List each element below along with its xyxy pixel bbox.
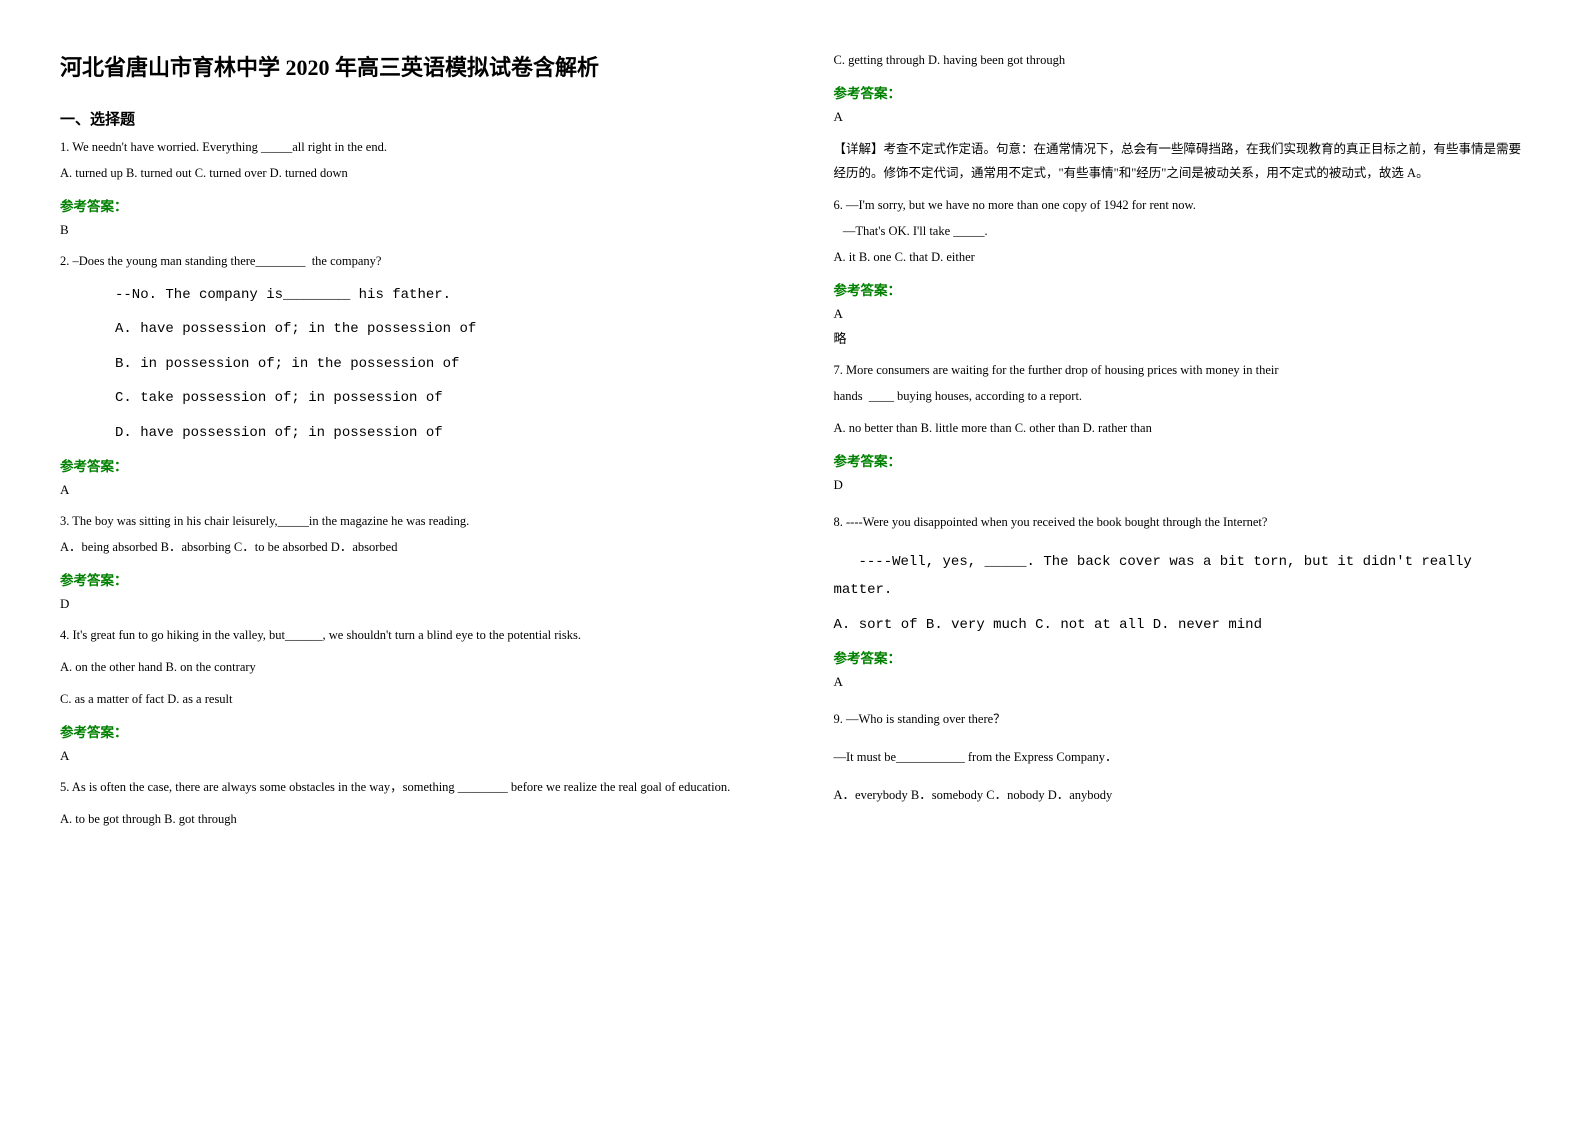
q8-line2: ----Well, yes, _____. The back cover was… xyxy=(859,550,1528,575)
q5-answer-label: 参考答案： xyxy=(834,82,1528,102)
q2-answer: A xyxy=(60,479,754,501)
q7-answer: D xyxy=(834,474,1528,496)
q9-line2: —It must be___________ from the Express … xyxy=(834,747,1528,769)
q4-optAB: A. on the other hand B. on the contrary xyxy=(60,657,754,679)
q6-answer: A xyxy=(834,303,1528,325)
q2-optB: B. in possession of; in the possession o… xyxy=(115,352,754,377)
left-column: 河北省唐山市育林中学 2020 年高三英语模拟试卷含解析 一、选择题 1. We… xyxy=(60,50,754,1072)
section-1-heading: 一、选择题 xyxy=(60,108,754,129)
q7-options: A. no better than B. little more than C.… xyxy=(834,418,1528,440)
q5-answer: A xyxy=(834,106,1528,128)
q6-line2: —That's OK. I'll take _____. xyxy=(834,221,1528,243)
q7-line2: hands ____ buying houses, according to a… xyxy=(834,386,1528,408)
q4-text: 4. It's great fun to go hiking in the va… xyxy=(60,625,754,647)
q5-optCD: C. getting through D. having been got th… xyxy=(834,50,1528,72)
q6-answer-label: 参考答案： xyxy=(834,279,1528,299)
q5-optAB: A. to be got through B. got through xyxy=(60,809,754,831)
q9-options: A．everybody B．somebody C．nobody D．anybod… xyxy=(834,785,1528,807)
q2-optA: A. have possession of; in the possession… xyxy=(115,317,754,342)
q8-line3: matter. xyxy=(834,578,1528,603)
q9-line1: 9. —Who is standing over there？ xyxy=(834,709,1528,731)
q6-line1: 6. —I'm sorry, but we have no more than … xyxy=(834,195,1528,217)
q4-answer-label: 参考答案： xyxy=(60,721,754,741)
q3-answer: D xyxy=(60,593,754,615)
q2-optD: D. have possession of; in possession of xyxy=(115,421,754,446)
q7-line1: 7. More consumers are waiting for the fu… xyxy=(834,360,1528,382)
q1-text: 1. We needn't have worried. Everything _… xyxy=(60,137,754,159)
q4-answer: A xyxy=(60,745,754,767)
q8-line1: 8. ----Were you disappointed when you re… xyxy=(834,512,1528,534)
q6-note: 略 xyxy=(834,328,1528,350)
q8-answer-label: 参考答案： xyxy=(834,647,1528,667)
q5-explanation: 【详解】考查不定式作定语。句意：在通常情况下，总会有一些障碍挡路，在我们实现教育… xyxy=(834,138,1528,186)
q6-options: A. it B. one C. that D. either xyxy=(834,247,1528,269)
q3-answer-label: 参考答案： xyxy=(60,569,754,589)
q2-line2: --No. The company is________ his father. xyxy=(115,283,754,308)
q1-answer: B xyxy=(60,219,754,241)
right-column: C. getting through D. having been got th… xyxy=(834,50,1528,1072)
q8-answer: A xyxy=(834,671,1528,693)
document-title: 河北省唐山市育林中学 2020 年高三英语模拟试卷含解析 xyxy=(60,50,754,82)
q5-text: 5. As is often the case, there are alway… xyxy=(60,777,754,799)
q4-optCD: C. as a matter of fact D. as a result xyxy=(60,689,754,711)
q3-options: A．being absorbed B．absorbing C．to be abs… xyxy=(60,537,754,559)
q1-answer-label: 参考答案： xyxy=(60,195,754,215)
q8-options: A. sort of B. very much C. not at all D.… xyxy=(834,613,1528,638)
q2-answer-label: 参考答案： xyxy=(60,455,754,475)
q2-optC: C. take possession of; in possession of xyxy=(115,386,754,411)
q7-answer-label: 参考答案： xyxy=(834,450,1528,470)
q1-options: A. turned up B. turned out C. turned ove… xyxy=(60,163,754,185)
q2-text: 2. –Does the young man standing there___… xyxy=(60,251,754,273)
q3-text: 3. The boy was sitting in his chair leis… xyxy=(60,511,754,533)
